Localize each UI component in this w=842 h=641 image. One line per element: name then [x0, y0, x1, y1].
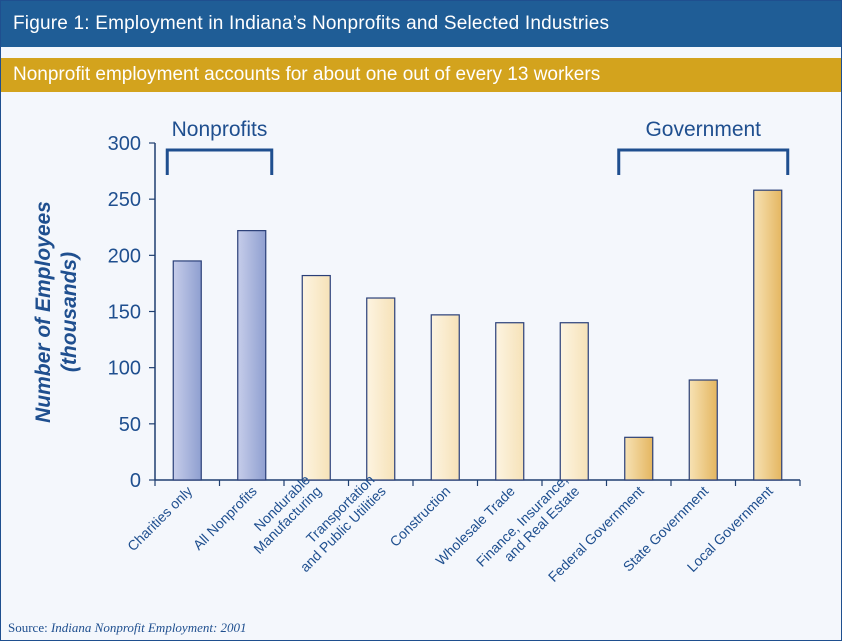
bar — [237, 230, 267, 481]
bar — [301, 274, 331, 481]
y-axis-label: Number of Employees — [32, 201, 55, 423]
bar — [624, 436, 654, 481]
group-bracket — [165, 148, 274, 175]
figure-subtitle: Nonprofit employment accounts for about … — [1, 58, 841, 92]
source-prefix: Source: — [8, 620, 51, 635]
bar — [753, 189, 783, 481]
bar — [366, 297, 396, 481]
group-label: Nonprofits — [172, 118, 268, 141]
figure-title: Figure 1: Employment in Indiana’s Nonpro… — [1, 1, 841, 47]
bar — [688, 379, 718, 481]
bar — [495, 322, 525, 481]
group-bracket — [617, 148, 790, 175]
group-label: Government — [645, 118, 761, 141]
x-tick-label-line: Charities only — [124, 483, 195, 554]
x-tick-label-line: All Nonprofits — [190, 483, 260, 553]
x-tick-label: All Nonprofits — [190, 483, 260, 553]
bar — [172, 260, 202, 481]
y-tick-label: 150 — [108, 302, 141, 324]
x-tick-label-line: Construction — [386, 483, 453, 550]
y-tick-label: 250 — [108, 189, 141, 211]
y-axis-sublabel: (thousands) — [58, 252, 81, 372]
x-tick-label: Charities only — [124, 483, 195, 554]
y-tick-label: 200 — [108, 245, 141, 267]
y-tick-label: 300 — [108, 133, 141, 155]
source-note: Source: Indiana Nonprofit Employment: 20… — [8, 620, 247, 636]
y-tick-label: 100 — [108, 358, 141, 380]
bar — [559, 322, 589, 481]
bar — [430, 314, 460, 481]
y-tick-label: 50 — [119, 414, 141, 436]
x-tick-label: Construction — [386, 483, 453, 550]
source-title: Indiana Nonprofit Employment: 2001 — [50, 620, 247, 635]
y-tick-label: 0 — [130, 470, 141, 492]
